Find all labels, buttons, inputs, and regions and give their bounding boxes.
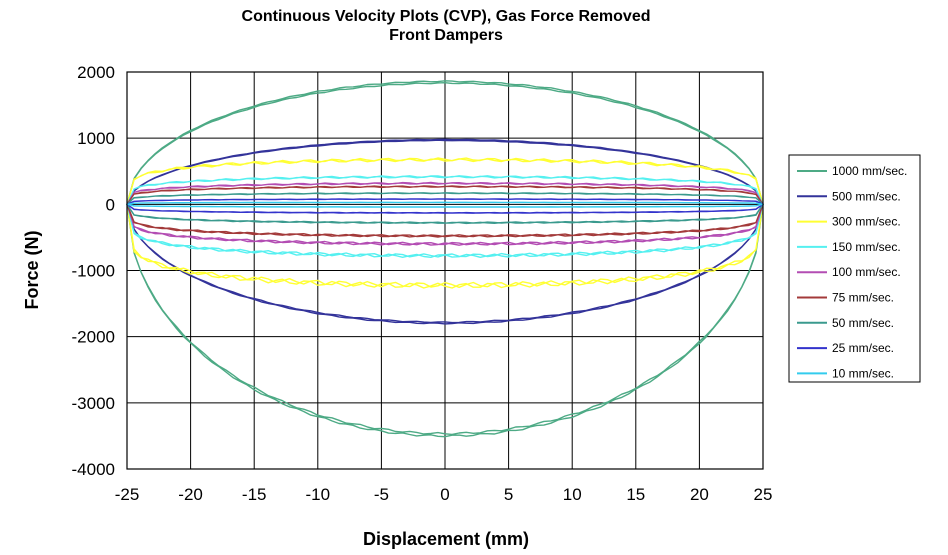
x-axis-label: Displacement (mm) [363, 529, 529, 549]
legend-label-5: 75 mm/sec. [832, 291, 894, 305]
legend-label-0: 1000 mm/sec. [832, 164, 907, 178]
x-tick-labels: -25 -20 -15 -10 -5 0 5 10 15 20 25 [115, 485, 773, 504]
chart-subtitle: Front Dampers [389, 27, 503, 44]
x-tick-label-7: 10 [563, 485, 582, 504]
legend-label-7: 25 mm/sec. [832, 341, 894, 355]
legend: 1000 mm/sec. 500 mm/sec. 300 mm/sec. 150 mm… [788, 154, 921, 383]
y-tick-label-0: -4000 [72, 460, 115, 479]
legend-label-2: 300 mm/sec. [832, 215, 901, 229]
y-tick-label-4: 0 [106, 195, 115, 214]
x-tick-label-4: -5 [374, 485, 389, 504]
x-tick-label-1: -20 [178, 485, 203, 504]
y-tick-label-1: -3000 [72, 394, 115, 413]
x-tick-label-10: 25 [754, 485, 773, 504]
y-tick-label-3: -1000 [72, 262, 115, 281]
x-tick-label-3: -10 [306, 485, 331, 504]
y-tick-label-2: -2000 [72, 328, 115, 347]
legend-label-3: 150 mm/sec. [832, 240, 901, 254]
plot-area-border [126, 71, 764, 470]
x-tick-label-9: 20 [690, 485, 709, 504]
y-axis-label: Force (N) [22, 230, 42, 309]
chart-title: Continuous Velocity Plots (CVP), Gas For… [242, 8, 651, 25]
legend-box [788, 154, 921, 383]
x-tick-label-0: -25 [115, 485, 140, 504]
y-tick-labels: -4000 -3000 -2000 -1000 0 1000 2000 [72, 63, 115, 479]
y-tick-label-5: 1000 [77, 129, 115, 148]
x-tick-label-8: 15 [626, 485, 645, 504]
legend-label-6: 50 mm/sec. [832, 316, 894, 330]
legend-label-1: 500 mm/sec. [832, 189, 901, 203]
x-tick-label-5: 0 [440, 485, 449, 504]
legend-label-8: 10 mm/sec. [832, 366, 894, 380]
x-tick-label-2: -15 [242, 485, 267, 504]
legend-items: 1000 mm/sec. 500 mm/sec. 300 mm/sec. 150 mm… [797, 164, 907, 380]
grid-lines [126, 71, 764, 470]
x-tick-label-6: 5 [504, 485, 513, 504]
legend-label-4: 100 mm/sec. [832, 265, 901, 279]
y-tick-label-6: 2000 [77, 63, 115, 82]
